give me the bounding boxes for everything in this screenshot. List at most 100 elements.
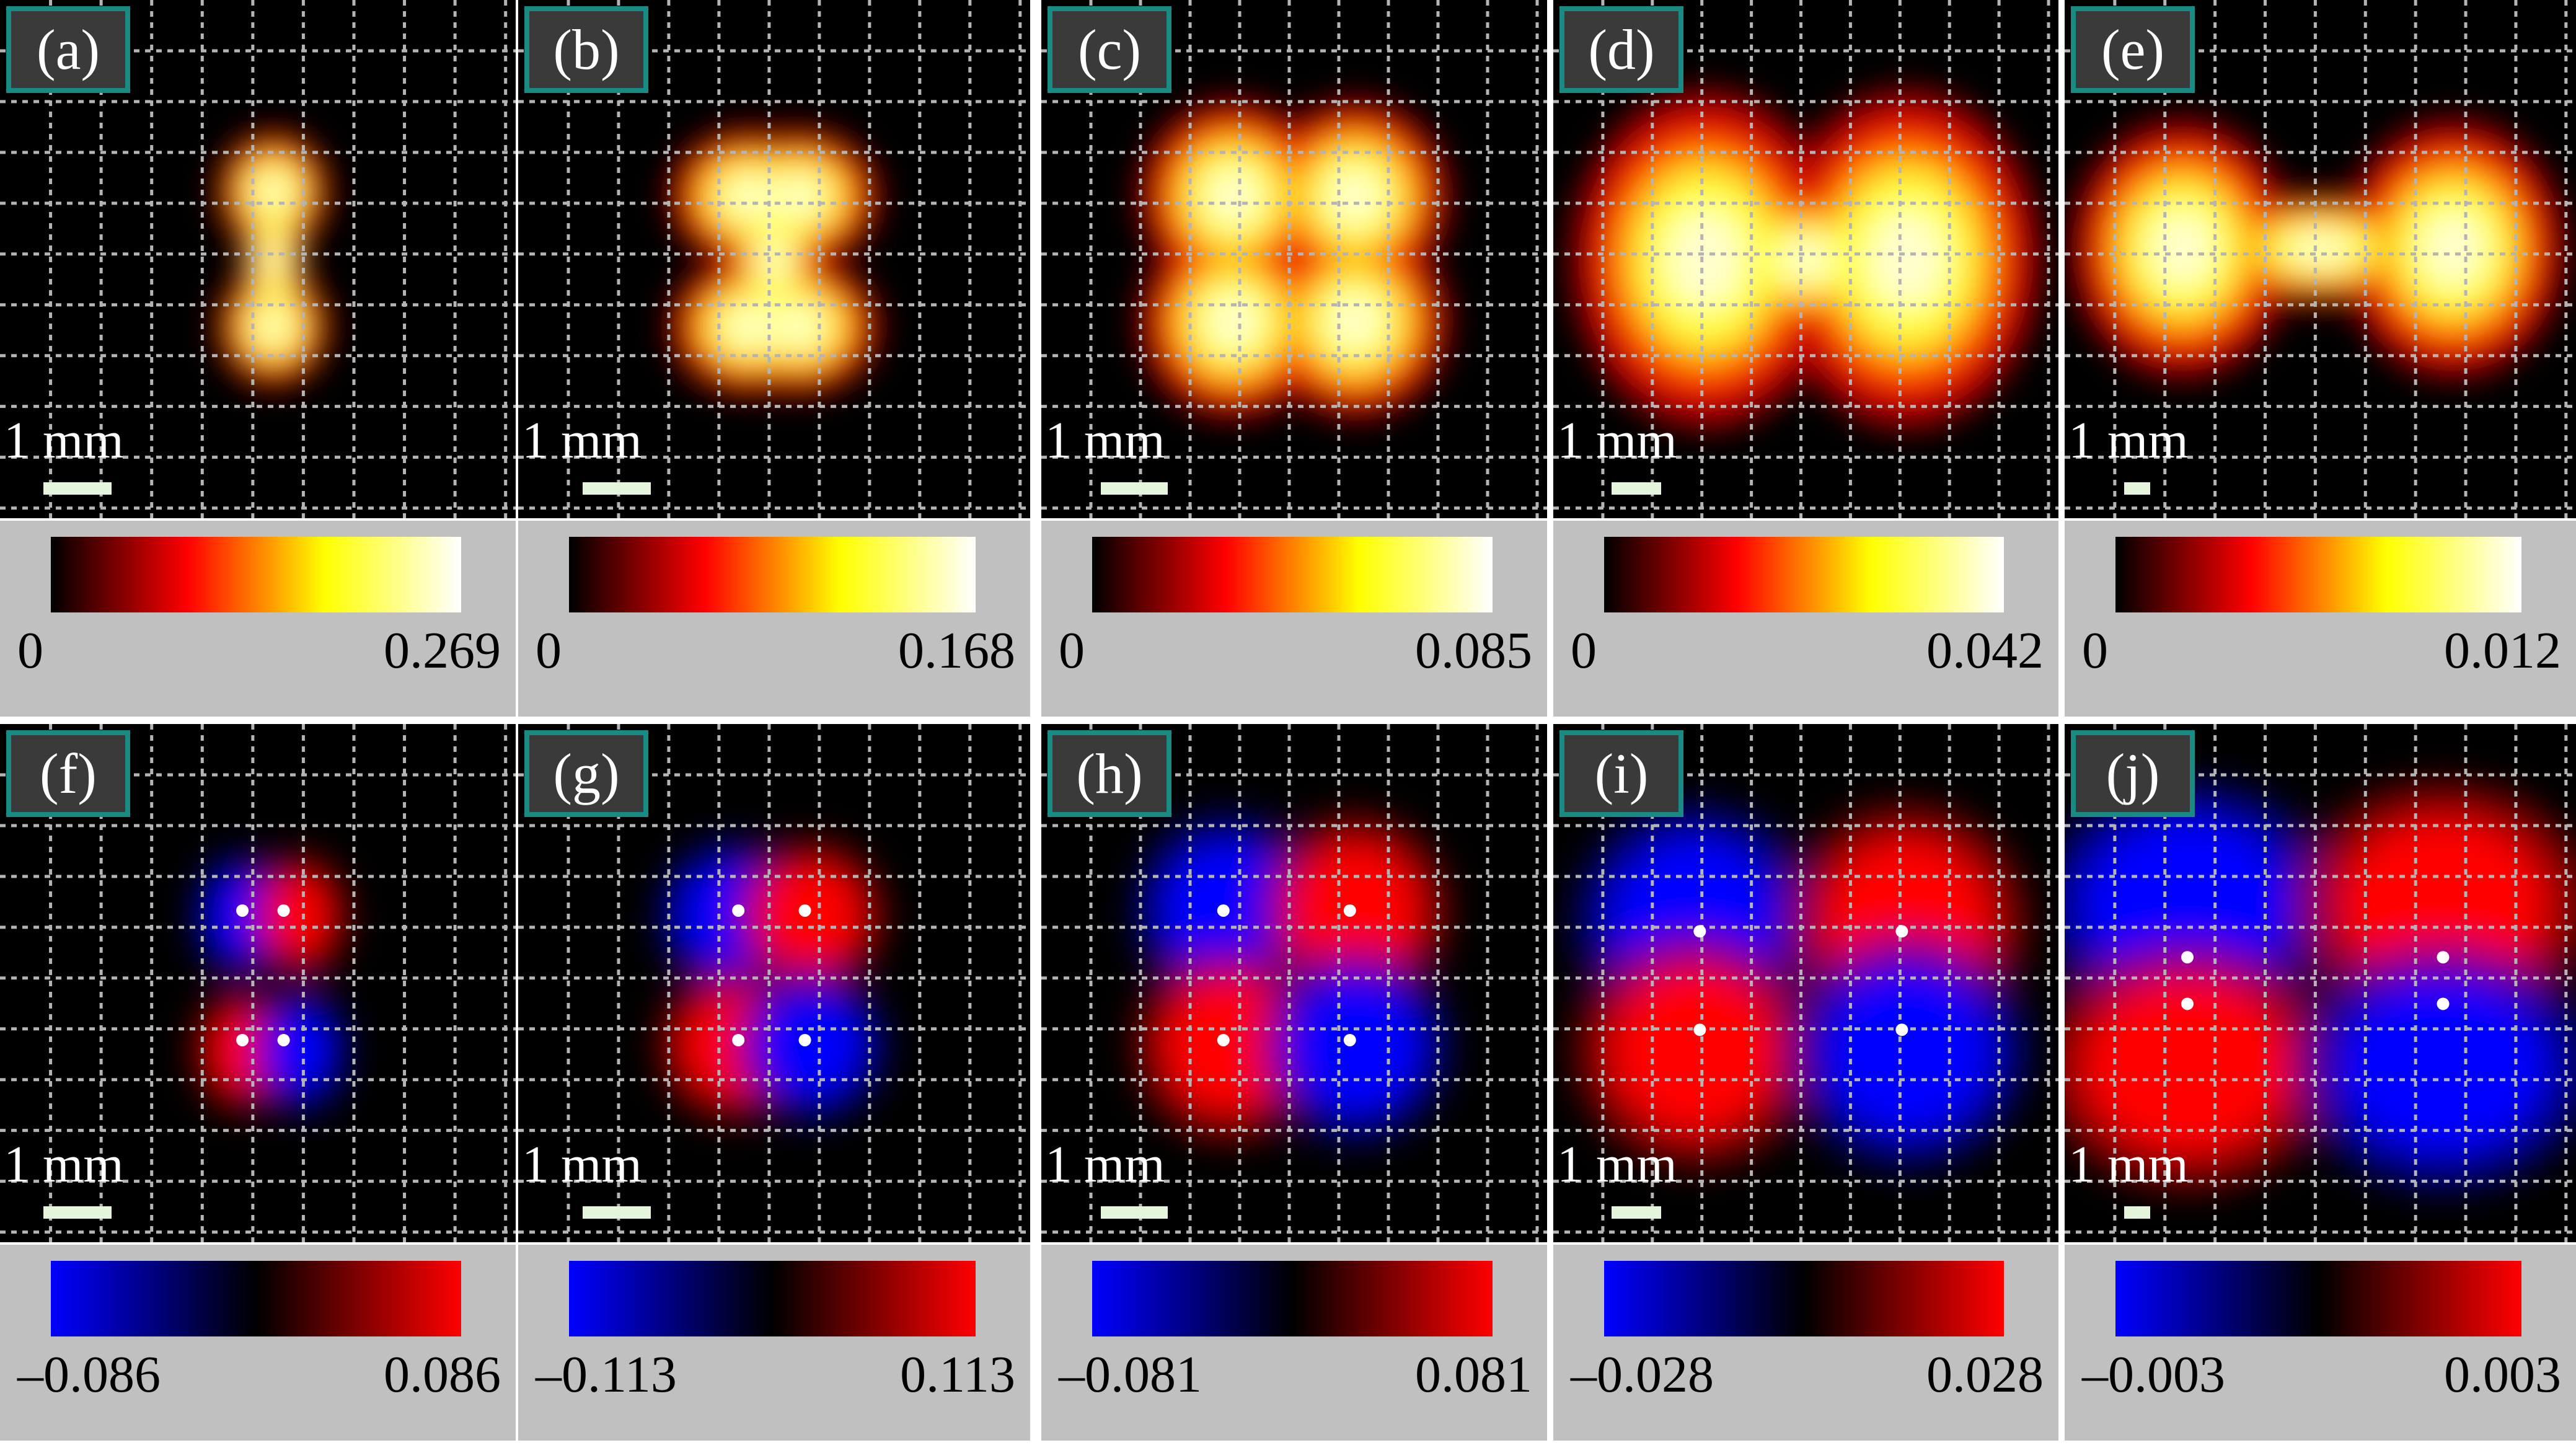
singularity-dot bbox=[2181, 951, 2194, 964]
panel-g: (g) 1 mm –0.113 0.113 bbox=[518, 724, 1030, 1444]
scale-label: 1 mm bbox=[1557, 1136, 1677, 1193]
scale-label: 1 mm bbox=[522, 1136, 642, 1193]
dotted-grid bbox=[518, 724, 1030, 1242]
field-image: (j) 1 mm bbox=[2065, 724, 2576, 1242]
colorbar-max: 0.269 bbox=[384, 622, 501, 679]
singularity-dot bbox=[1895, 925, 1908, 938]
singularity-dot bbox=[1217, 904, 1230, 917]
dotted-grid bbox=[0, 0, 516, 518]
panel-label: (g) bbox=[524, 730, 648, 817]
singularity-dot bbox=[1693, 925, 1706, 938]
panel-label: (c) bbox=[1048, 6, 1171, 93]
scale-bar bbox=[583, 482, 651, 495]
singularity-dot bbox=[1343, 904, 1356, 917]
colorbar-area: –0.081 0.081 bbox=[1041, 1245, 1547, 1441]
singularity-dot bbox=[2181, 997, 2194, 1010]
colorbar-min: 0 bbox=[2082, 622, 2108, 679]
panel-h: (h) 1 mm –0.081 0.081 bbox=[1041, 724, 1547, 1444]
dotted-grid bbox=[1553, 0, 2058, 518]
positive-lobe bbox=[756, 861, 864, 970]
intensity-map bbox=[1553, 0, 2058, 518]
dotted-grid bbox=[518, 0, 1030, 518]
colorbar bbox=[1604, 1261, 2004, 1336]
intensity-lobe bbox=[1206, 169, 1261, 225]
negative-lobe bbox=[1820, 966, 1993, 1134]
colorbar-area: –0.003 0.003 bbox=[2065, 1245, 2576, 1441]
singularity-dot bbox=[798, 1033, 811, 1046]
colorbar-max: 0.168 bbox=[898, 622, 1015, 679]
intensity-lobe bbox=[1327, 169, 1382, 225]
intensity-lobe bbox=[257, 309, 290, 344]
colorbar-min: –0.003 bbox=[2082, 1346, 2225, 1403]
singularity-dot bbox=[1895, 1023, 1908, 1036]
dotted-grid bbox=[2065, 724, 2576, 1242]
singularity-dot bbox=[1217, 1033, 1230, 1046]
intensity-map bbox=[0, 0, 516, 518]
panel-e: (e) 1 mm 0 0.012 bbox=[2065, 0, 2576, 720]
colorbar-min: 0 bbox=[1571, 622, 1597, 679]
scale-label: 1 mm bbox=[1557, 412, 1677, 469]
panel-label: (i) bbox=[1559, 730, 1683, 817]
field-image: (i) 1 mm bbox=[1553, 724, 2058, 1242]
colorbar-area: 0 0.042 bbox=[1553, 521, 2058, 717]
dotted-grid bbox=[1041, 0, 1547, 518]
intensity-lobe bbox=[1778, 238, 1833, 280]
positive-lobe bbox=[1161, 976, 1296, 1115]
colorbar-max: 0.012 bbox=[2444, 622, 2561, 679]
field-image: (a) 1 mm bbox=[0, 0, 516, 518]
scale-bar bbox=[583, 1206, 651, 1219]
colorbar-max: 0.042 bbox=[1926, 622, 2044, 679]
panel-label: (h) bbox=[1048, 730, 1171, 817]
intensity-lobe bbox=[257, 174, 290, 210]
scale-label: 1 mm bbox=[2068, 1136, 2189, 1193]
intensity-lobe bbox=[725, 306, 772, 347]
panel-label: (f) bbox=[6, 730, 130, 817]
positive-lobe bbox=[265, 871, 333, 960]
scale-label: 1 mm bbox=[4, 1136, 124, 1193]
intensity-map bbox=[2065, 0, 2576, 518]
colorbar-area: 0 0.085 bbox=[1041, 521, 1547, 717]
intensity-lobe bbox=[1327, 293, 1382, 350]
colorbar-area: 0 0.168 bbox=[518, 521, 1030, 717]
colorbar-max: 0.085 bbox=[1415, 622, 1532, 679]
singularity-dot bbox=[1343, 1033, 1356, 1046]
field-image: (c) 1 mm bbox=[1041, 0, 1547, 518]
dotted-grid bbox=[2065, 0, 2576, 518]
panel-label: (j) bbox=[2071, 730, 2195, 817]
positive-lobe bbox=[1608, 966, 1781, 1134]
colorbar-area: 0 0.269 bbox=[0, 521, 516, 717]
colorbar-area: 0 0.012 bbox=[2065, 521, 2576, 717]
colorbar-max: 0.081 bbox=[1415, 1346, 1532, 1403]
panel-i: (i) 1 mm –0.028 0.028 bbox=[1553, 724, 2058, 1444]
panel-d: (d) 1 mm 0 0.042 bbox=[1553, 0, 2058, 720]
intensity-lobe bbox=[2150, 211, 2215, 286]
intensity-lobe bbox=[1666, 210, 1744, 309]
panel-b: (b) 1 mm 0 0.168 bbox=[518, 0, 1030, 720]
intensity-lobe bbox=[2421, 211, 2486, 286]
colorbar bbox=[1604, 537, 2004, 612]
scale-label: 1 mm bbox=[1045, 1136, 1165, 1193]
intensity-map bbox=[0, 724, 516, 1242]
singularity-dot bbox=[236, 1033, 249, 1046]
colorbar bbox=[2115, 537, 2521, 612]
panel-label: (a) bbox=[6, 6, 130, 93]
colorbar-min: –0.086 bbox=[17, 1346, 161, 1403]
intensity-lobe bbox=[725, 177, 772, 217]
colorbar-area: –0.086 0.086 bbox=[0, 1245, 516, 1441]
colorbar-max: 0.113 bbox=[900, 1346, 1015, 1403]
colorbar-min: –0.081 bbox=[1059, 1346, 1202, 1403]
scale-bar bbox=[1101, 482, 1168, 495]
panel-f: (f) 1 mm –0.086 0.086 bbox=[0, 724, 516, 1444]
negative-lobe bbox=[2336, 977, 2550, 1155]
colorbar-min: 0 bbox=[1059, 622, 1085, 679]
colorbar bbox=[569, 537, 976, 612]
intensity-map bbox=[518, 724, 1030, 1242]
colorbar bbox=[1092, 1261, 1493, 1336]
colorbar bbox=[51, 537, 461, 612]
panel-c: (c) 1 mm 0 0.085 bbox=[1041, 0, 1547, 720]
singularity-dot bbox=[2437, 997, 2450, 1010]
scale-bar bbox=[2124, 1206, 2150, 1219]
intensity-map bbox=[1041, 724, 1547, 1242]
negative-lobe bbox=[756, 991, 864, 1100]
colorbar-area: –0.028 0.028 bbox=[1553, 1245, 2058, 1441]
